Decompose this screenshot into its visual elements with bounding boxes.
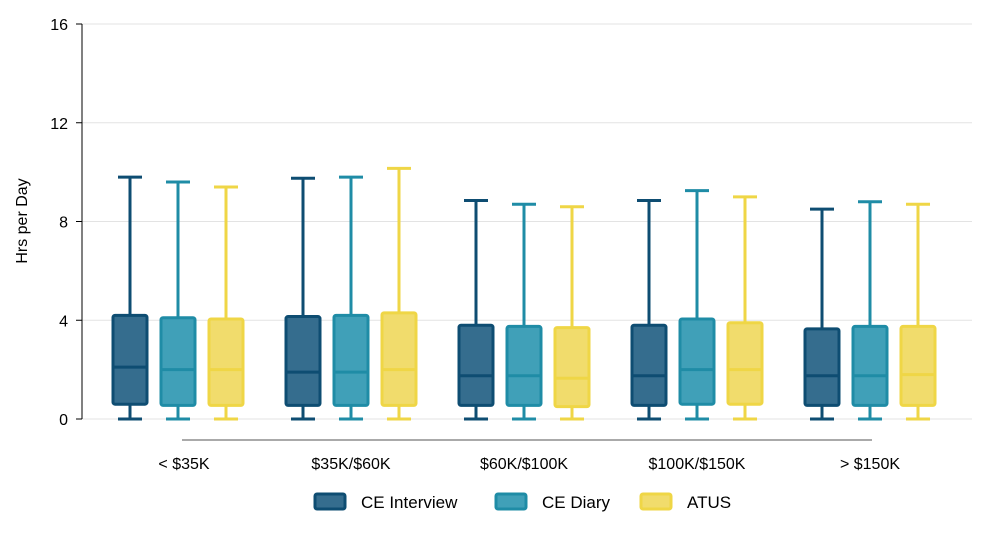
legend-swatch [639, 492, 673, 511]
x-tick-label: > $150K [840, 456, 900, 473]
box-3-1 [678, 189, 716, 421]
legend-item-0: CE Interview [313, 492, 458, 512]
y-tick-label: 4 [59, 313, 68, 330]
y-tick-label: 16 [50, 17, 68, 34]
y-tick-label: 8 [59, 215, 68, 232]
box-1-0 [284, 176, 322, 421]
legend-item-2: ATUS [639, 492, 731, 512]
box-iqr [111, 313, 149, 406]
box-4-0 [803, 207, 841, 421]
x-tick-label: $35K/$60K [311, 456, 391, 473]
legend-label: CE Diary [542, 493, 611, 512]
box-iqr [851, 324, 889, 407]
x-tick-label: $60K/$100K [480, 456, 568, 473]
y-axis: 0 4 8 12 16 [50, 17, 83, 429]
box-2-1 [505, 202, 543, 421]
box-iqr [457, 323, 495, 407]
box-4-1 [851, 200, 889, 421]
box-0-2 [207, 185, 245, 421]
box-series [111, 166, 937, 421]
box-iqr [553, 326, 591, 409]
box-iqr [505, 324, 543, 407]
x-tick-label: $100K/$150K [649, 456, 746, 473]
box-iqr [284, 315, 322, 407]
box-iqr [678, 317, 716, 406]
y-tick-label: 0 [59, 412, 68, 429]
legend-label: ATUS [687, 493, 731, 512]
box-0-1 [159, 180, 197, 421]
legend-swatch [313, 492, 347, 511]
box-iqr [380, 311, 418, 407]
box-iqr [726, 321, 764, 406]
legend-label: CE Interview [361, 493, 458, 512]
box-iqr [332, 313, 370, 407]
y-axis-title: Hrs per Day [14, 178, 31, 263]
box-0-0 [111, 175, 149, 421]
x-axis: < $35K $35K/$60K $60K/$100K $100K/$150K > $1… [158, 439, 900, 473]
legend-swatch [494, 492, 528, 511]
box-iqr [159, 316, 197, 407]
box-3-0 [630, 199, 668, 421]
box-iqr [207, 317, 245, 407]
x-tick-label: < $35K [158, 456, 209, 473]
box-2-0 [457, 199, 495, 421]
box-iqr [899, 324, 937, 407]
legend: CE Interview CE Diary ATUS [313, 492, 731, 512]
legend-item-1: CE Diary [494, 492, 611, 512]
box-4-2 [899, 202, 937, 421]
box-1-1 [332, 175, 370, 421]
box-iqr [803, 327, 841, 407]
y-tick-label: 12 [50, 116, 68, 133]
box-1-2 [380, 166, 418, 421]
box-3-2 [726, 195, 764, 421]
box-2-2 [553, 205, 591, 421]
box-iqr [630, 323, 668, 407]
